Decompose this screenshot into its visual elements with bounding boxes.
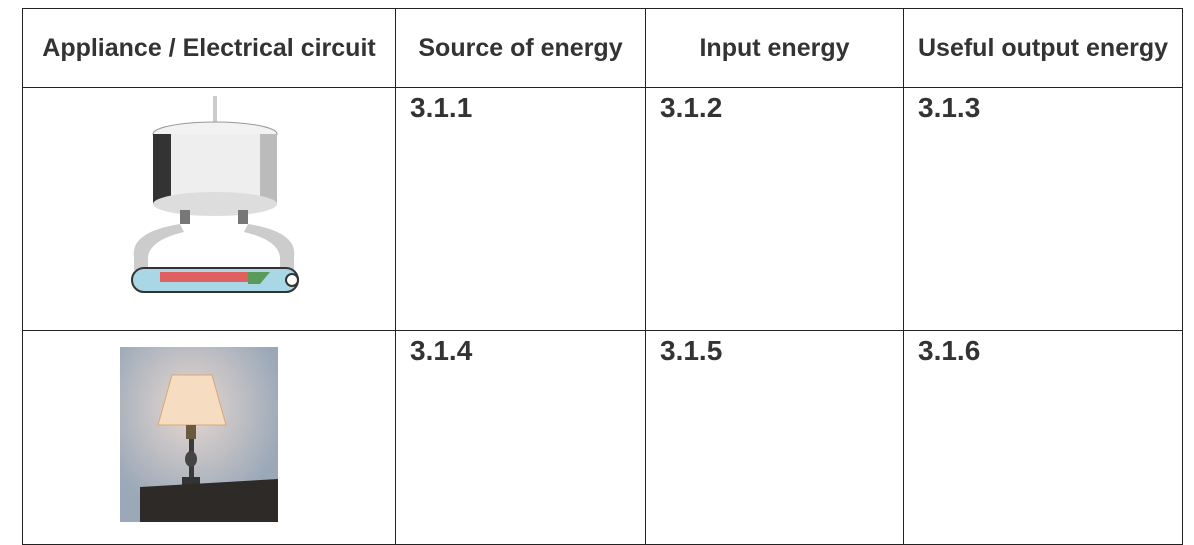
answer-cell: 3.1.5 bbox=[645, 330, 904, 545]
header-cell: Source of energy bbox=[395, 8, 646, 88]
header-cell: Appliance / Electrical circuit bbox=[22, 8, 396, 88]
answer-cell: 3.1.2 bbox=[645, 87, 904, 331]
header-cell: Useful output energy bbox=[903, 8, 1183, 88]
answer-cell: 3.1.3 bbox=[903, 87, 1183, 331]
answer-cell: 3.1.1 bbox=[395, 87, 646, 331]
motor-circuit-illustration bbox=[120, 92, 310, 307]
lamp-photo bbox=[120, 347, 278, 522]
page: {"table": { "header": ["Appliance / Elec… bbox=[0, 0, 1194, 539]
header-cell: Input energy bbox=[645, 8, 904, 88]
answer-cell: 3.1.4 bbox=[395, 330, 646, 545]
answer-cell: 3.1.6 bbox=[903, 330, 1183, 545]
